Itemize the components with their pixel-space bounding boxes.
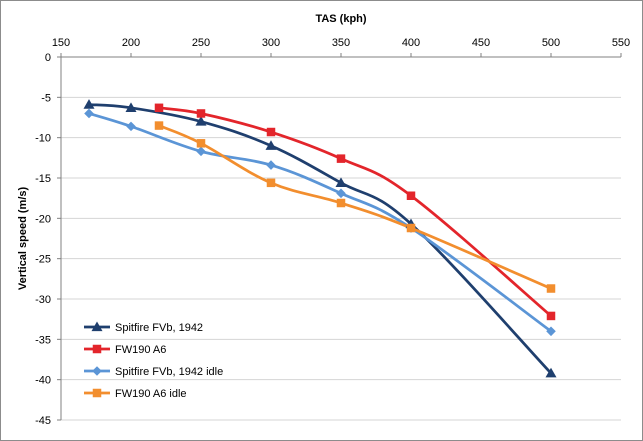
y-tick-label: -30 xyxy=(35,294,51,306)
x-tick-label: 450 xyxy=(472,37,490,49)
y-tick-label: -35 xyxy=(35,334,51,346)
data-point-fw190-a6 xyxy=(154,103,164,113)
data-point-fw190-a6 xyxy=(546,311,556,321)
series-line-fw190-a6 xyxy=(157,106,553,318)
y-tick-label: -5 xyxy=(41,92,51,104)
x-tick-label: 250 xyxy=(192,37,210,49)
data-point-spitfire-fvb-1942-idle xyxy=(266,160,276,170)
data-point-spitfire-fvb-1942-idle xyxy=(336,188,346,199)
data-point-fw190-a6-idle xyxy=(154,121,164,130)
data-point-fw190-a6-idle xyxy=(266,178,276,188)
legend-label-fw190-a6: FW190 A6 xyxy=(115,344,166,356)
x-tick-label: 500 xyxy=(542,37,560,49)
data-point-spitfire-fvb-1942-idle xyxy=(84,108,94,119)
legend-label-fw190-a6-idle: FW190 A6 idle xyxy=(115,388,187,400)
data-point-fw190-a6 xyxy=(406,191,416,200)
legend-marker-fw190-a6-idle xyxy=(92,388,102,398)
series-line-spitfire-fvb-1942 xyxy=(87,103,553,375)
x-tick-label: 300 xyxy=(262,37,280,49)
data-point-spitfire-fvb-1942 xyxy=(545,367,557,378)
series-markers xyxy=(83,99,557,378)
data-point-spitfire-fvb-1942 xyxy=(195,116,207,126)
legend-marker-spitfire-fvb-1942-idle xyxy=(92,366,102,376)
x-tick-label: 150 xyxy=(52,37,70,49)
series-line-spitfire-fvb-1942-idle xyxy=(87,112,553,333)
y-tick-label: -25 xyxy=(35,254,51,266)
x-tick-label: 350 xyxy=(332,37,350,49)
data-point-spitfire-fvb-1942 xyxy=(335,177,347,187)
data-point-fw190-a6-idle xyxy=(406,223,416,233)
y-tick-label: 0 xyxy=(45,52,51,64)
legend-marker-spitfire-fvb-1942 xyxy=(91,321,103,332)
gridlines xyxy=(61,96,621,421)
x-tick-label: 400 xyxy=(402,37,420,49)
data-point-fw190-a6-idle xyxy=(196,139,206,148)
legend: Spitfire FVb, 1942 FW190 A6 Spitfire FVb, … xyxy=(84,321,223,400)
y-tick-label: -40 xyxy=(35,375,51,387)
data-point-fw190-a6-idle xyxy=(546,284,556,293)
data-point-fw190-a6 xyxy=(266,127,276,137)
data-point-fw190-a6 xyxy=(336,154,346,163)
x-tick-label: 200 xyxy=(122,37,140,49)
data-point-spitfire-fvb-1942-idle xyxy=(546,326,556,337)
data-point-spitfire-fvb-1942-idle xyxy=(196,146,206,157)
legend-label-spitfire-fvb-1942-idle: Spitfire FVb, 1942 idle xyxy=(115,366,223,378)
data-point-fw190-a6-idle xyxy=(336,198,346,208)
x-axis-title: TAS (kph) xyxy=(315,13,366,25)
y-tick-label: -45 xyxy=(35,415,51,427)
axes: 0 -5 -10 -15 -20 -25 -30 -35 -40 -45 150 200 250 300 3… xyxy=(35,37,630,427)
data-point-spitfire-fvb-1942-idle xyxy=(126,121,136,132)
data-point-spitfire-fvb-1942 xyxy=(83,99,95,109)
data-point-spitfire-fvb-1942 xyxy=(265,140,277,150)
x-tick-label: 550 xyxy=(612,37,630,49)
y-tick-label: -20 xyxy=(35,213,51,225)
series-line-fw190-a6-idle xyxy=(157,124,553,290)
y-tick-label: -10 xyxy=(35,133,51,145)
legend-label-spitfire-fvb-1942: Spitfire FVb, 1942 xyxy=(115,322,203,334)
y-tick-label: -15 xyxy=(35,173,51,185)
legend-marker-fw190-a6 xyxy=(92,344,102,354)
data-point-spitfire-fvb-1942 xyxy=(125,102,137,112)
data-point-fw190-a6 xyxy=(196,109,206,118)
y-axis-title: Vertical speed (m/s) xyxy=(17,187,29,291)
